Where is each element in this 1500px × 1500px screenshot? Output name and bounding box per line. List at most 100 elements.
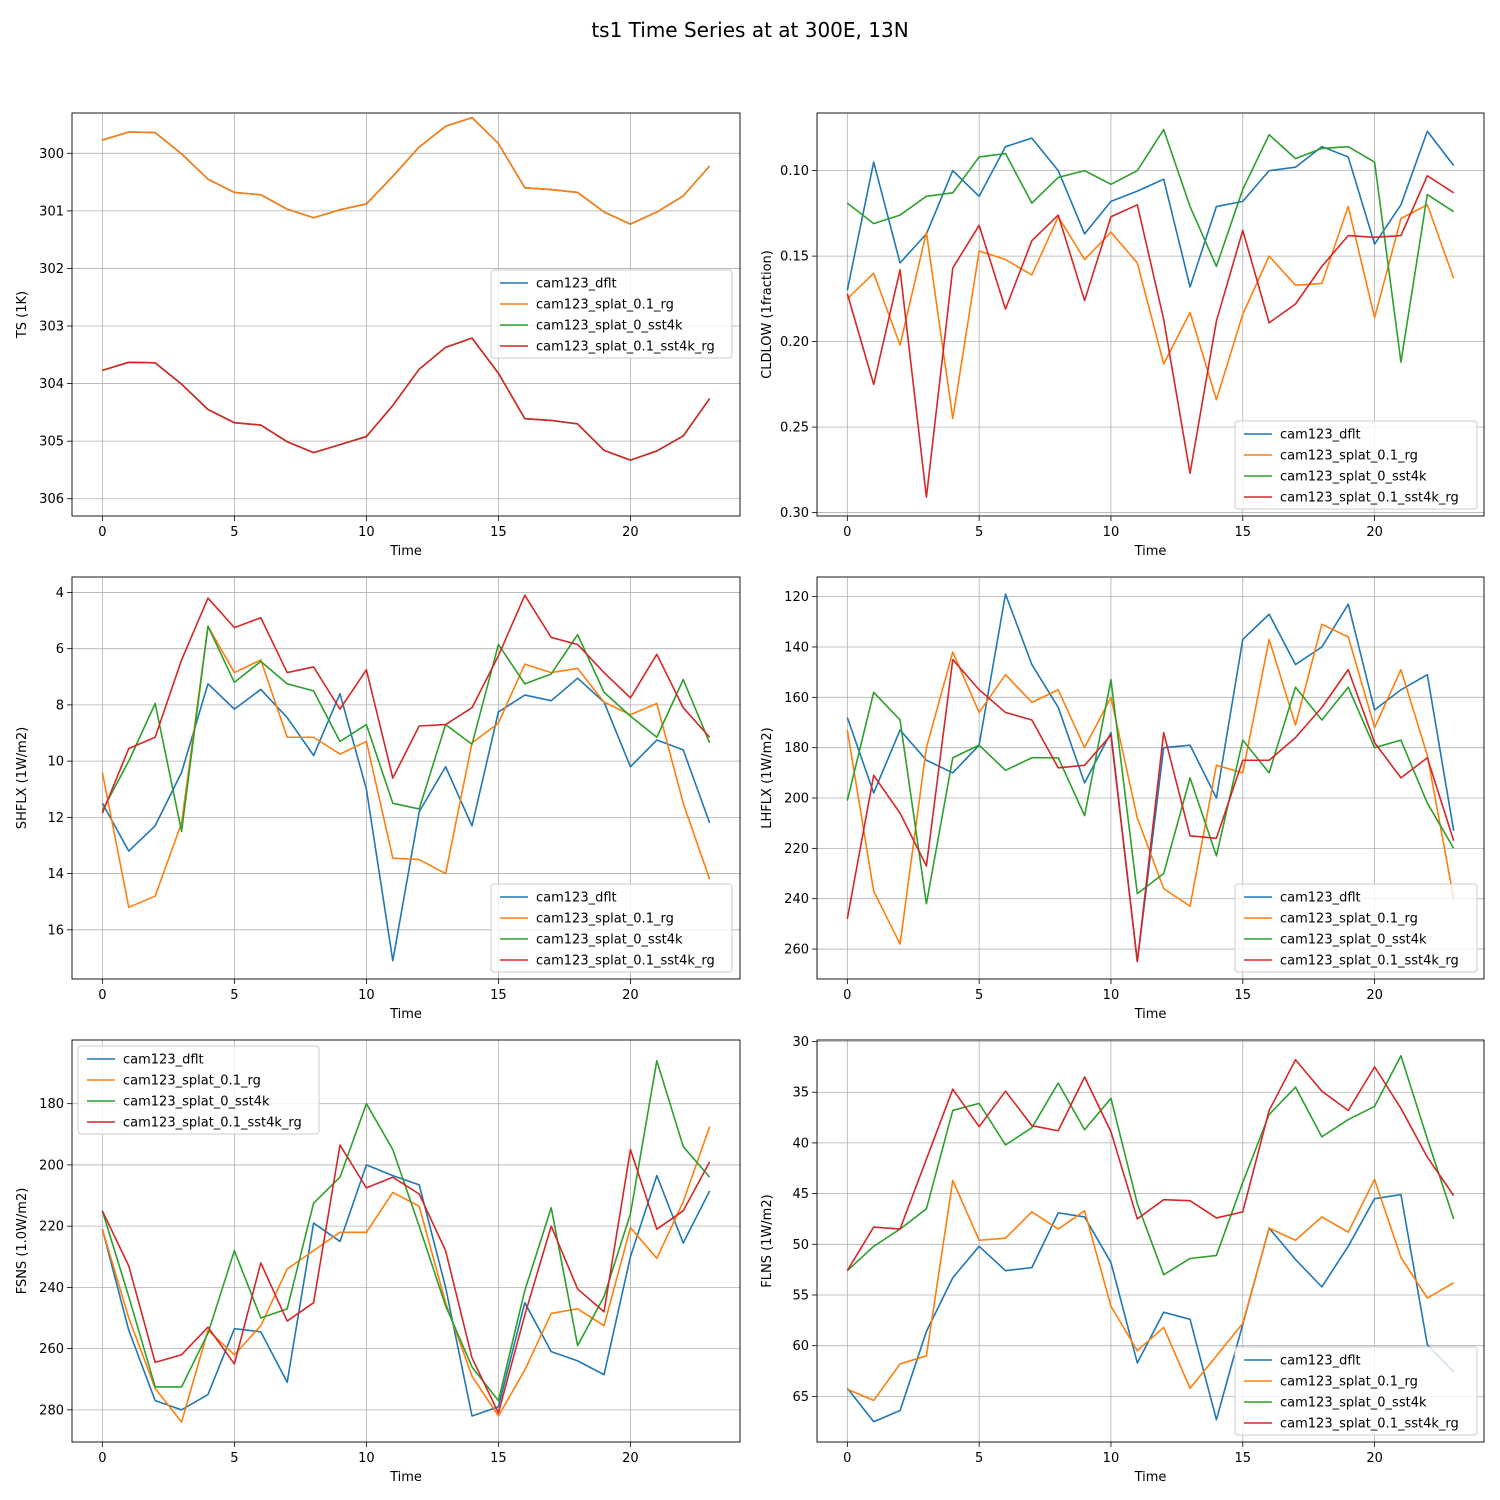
y-tick-label: 300 bbox=[39, 147, 64, 162]
x-tick-label: 0 bbox=[98, 988, 106, 1003]
x-tick-label: 5 bbox=[230, 988, 238, 1003]
legend-label: cam123_splat_0.1_rg bbox=[123, 1074, 261, 1089]
y-tick-label: 35 bbox=[792, 1086, 809, 1101]
legend-label: cam123_dflt bbox=[1280, 1354, 1361, 1369]
legend-label: cam123_splat_0.1_sst4k_rg bbox=[1280, 491, 1459, 506]
x-tick-label: 10 bbox=[1103, 988, 1120, 1003]
y-tick-label: 303 bbox=[39, 320, 64, 335]
x-tick-label: 5 bbox=[975, 525, 983, 540]
legend-label: cam123_splat_0.1_sst4k_rg bbox=[1280, 1417, 1459, 1432]
series-line-cam123-splat-0-1-sst4k-rg bbox=[846, 658, 1455, 963]
legend-label: cam123_dflt bbox=[536, 891, 617, 906]
axes-frame bbox=[71, 112, 741, 517]
legend-label: cam123_splat_0.1_rg bbox=[1280, 449, 1418, 464]
axes-frame bbox=[816, 576, 1485, 980]
series-line-cam123-splat-0-1-sst4k-rg bbox=[846, 174, 1455, 498]
subplot-4: 0 5 10 15 20 120 140 160 180 200 220 240 260 Time LHFL… bbox=[760, 576, 1485, 1022]
x-tick-label: 5 bbox=[230, 525, 238, 540]
x-tick-label: 0 bbox=[98, 525, 106, 540]
series-line-cam123-splat-0-sst4k bbox=[846, 1054, 1455, 1276]
x-tick-label: 20 bbox=[622, 988, 639, 1003]
x-tick-label: 15 bbox=[490, 1451, 507, 1466]
series-line-cam123-splat-0-sst4k bbox=[846, 678, 1455, 905]
y-tick-label: 200 bbox=[39, 1158, 64, 1173]
y-tick-label: 180 bbox=[39, 1097, 64, 1112]
series-line-cam123-splat-0-sst4k bbox=[846, 128, 1455, 363]
legend-label: cam123_splat_0_sst4k bbox=[123, 1095, 270, 1110]
legend-box bbox=[490, 269, 733, 359]
y-axis-label: TS (1K) bbox=[15, 291, 30, 339]
legend-label: cam123_splat_0.1_rg bbox=[536, 298, 674, 313]
x-axis-label: Time bbox=[389, 544, 422, 559]
legend-label: cam123_splat_0_sst4k bbox=[536, 933, 683, 948]
legend-label: cam123_dflt bbox=[536, 277, 617, 292]
series-line-cam123-splat-0-1-sst4k-rg bbox=[101, 594, 711, 814]
series-line-cam123-dflt bbox=[101, 677, 711, 962]
y-tick-label: 220 bbox=[39, 1220, 64, 1235]
series-line-cam123-splat-0-1-rg bbox=[101, 1126, 711, 1423]
y-tick-label: 0.20 bbox=[780, 335, 809, 350]
x-tick-label: 5 bbox=[975, 1451, 983, 1466]
x-tick-label: 15 bbox=[490, 988, 507, 1003]
y-tick-label: 120 bbox=[784, 590, 809, 605]
y-tick-label: 55 bbox=[792, 1288, 809, 1303]
x-tick-label: 0 bbox=[843, 988, 851, 1003]
x-tick-label: 15 bbox=[1234, 1451, 1251, 1466]
y-tick-label: 14 bbox=[47, 867, 64, 882]
x-tick-label: 20 bbox=[1366, 988, 1383, 1003]
subplot-6: 0 5 10 15 20 30 35 40 45 50 55 60 65 Time FLNS (1W/m2)… bbox=[760, 1035, 1485, 1485]
legend-label: cam123_splat_0.1_rg bbox=[1280, 1375, 1418, 1390]
series-line-cam123-splat-0-1-sst4k-rg bbox=[101, 1144, 711, 1414]
series-line-cam123-dflt bbox=[846, 130, 1455, 291]
y-tick-label: 16 bbox=[47, 923, 64, 938]
x-tick-label: 20 bbox=[622, 525, 639, 540]
legend-label: cam123_splat_0_sst4k bbox=[1280, 933, 1427, 948]
y-tick-label: 40 bbox=[792, 1136, 809, 1151]
y-tick-label: 306 bbox=[39, 492, 64, 507]
subplot-5: 0 5 10 15 20 180 200 220 240 260 280 Time FSNS (1.0W… bbox=[15, 1039, 741, 1485]
legend: cam123_dflt cam123_splat_0.1_rg cam123_spl… bbox=[1234, 883, 1478, 973]
y-tick-label: 160 bbox=[784, 691, 809, 706]
y-tick-label: 220 bbox=[784, 842, 809, 857]
y-tick-label: 30 bbox=[792, 1035, 809, 1050]
x-tick-label: 10 bbox=[1103, 525, 1120, 540]
legend-box bbox=[77, 1045, 320, 1135]
y-tick-label: 240 bbox=[784, 892, 809, 907]
x-tick-label: 20 bbox=[622, 1451, 639, 1466]
x-tick-label: 0 bbox=[843, 1451, 851, 1466]
legend-label: cam123_dflt bbox=[123, 1053, 204, 1068]
y-tick-label: 4 bbox=[56, 586, 64, 601]
legend-label: cam123_splat_0.1_sst4k_rg bbox=[1280, 954, 1459, 969]
series-line-cam123-dflt bbox=[846, 1193, 1455, 1423]
series-line-cam123-dflt bbox=[102, 116, 711, 225]
axes-frame bbox=[71, 576, 741, 980]
legend-label: cam123_splat_0_sst4k bbox=[1280, 1396, 1427, 1411]
y-tick-label: 0.15 bbox=[780, 250, 809, 265]
legend: cam123_dflt cam123_splat_0.1_rg cam123_spl… bbox=[1234, 420, 1478, 510]
x-tick-label: 20 bbox=[1366, 525, 1383, 540]
y-tick-label: 12 bbox=[47, 811, 64, 826]
series-line-cam123-splat-0-1-sst4k-rg bbox=[846, 1058, 1455, 1272]
x-tick-label: 5 bbox=[230, 1451, 238, 1466]
x-axis-label: Time bbox=[1134, 1007, 1167, 1022]
figure-title: ts1 Time Series at at 300E, 13N bbox=[591, 18, 908, 42]
series-line-cam123-splat-0-1-rg bbox=[102, 116, 711, 225]
legend-label: cam123_splat_0.1_sst4k_rg bbox=[123, 1116, 302, 1131]
y-axis-label: SHFLX (1W/m2) bbox=[15, 727, 30, 829]
y-tick-label: 240 bbox=[39, 1281, 64, 1296]
legend: cam123_dflt cam123_splat_0.1_rg cam123_spl… bbox=[490, 883, 733, 973]
legend-label: cam123_dflt bbox=[1280, 428, 1361, 443]
x-tick-label: 15 bbox=[490, 525, 507, 540]
y-tick-label: 140 bbox=[784, 640, 809, 655]
y-tick-label: 260 bbox=[784, 943, 809, 958]
y-tick-label: 0.25 bbox=[780, 421, 809, 436]
series-line-cam123-splat-0-1-rg bbox=[847, 1178, 1455, 1402]
x-tick-label: 10 bbox=[358, 988, 375, 1003]
y-tick-label: 0.30 bbox=[780, 506, 809, 521]
series-line-cam123-splat-0-1-sst4k-rg bbox=[102, 337, 711, 461]
y-tick-label: 10 bbox=[47, 755, 64, 770]
legend-box bbox=[490, 883, 733, 973]
legend: cam123_dflt cam123_splat_0.1_rg cam123_spl… bbox=[490, 269, 733, 359]
series-line-cam123-dflt bbox=[101, 1164, 711, 1417]
y-tick-label: 60 bbox=[792, 1339, 809, 1354]
